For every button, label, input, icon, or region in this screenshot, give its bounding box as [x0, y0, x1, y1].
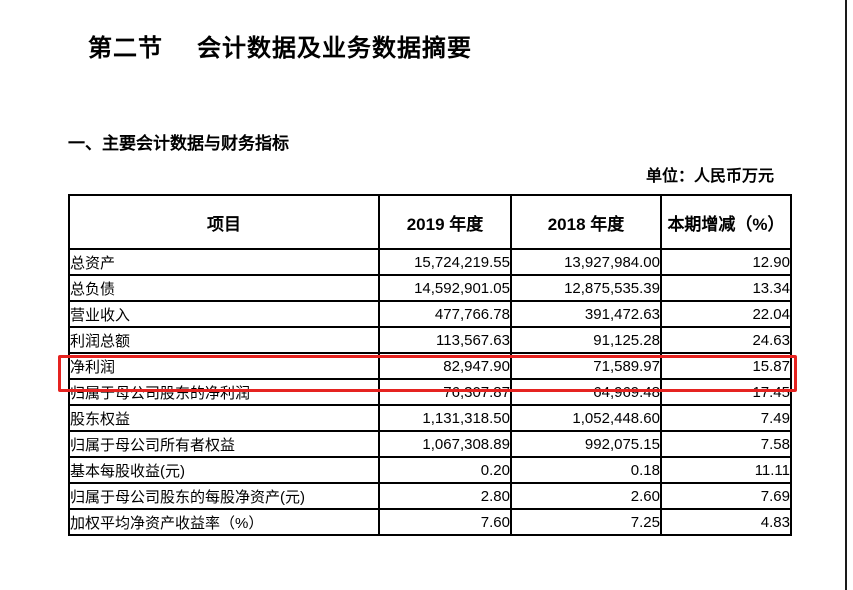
table-header-row: 项目 2019 年度 2018 年度 本期增减（%）	[68, 194, 792, 250]
row-item-label: 基本每股收益(元)	[68, 456, 380, 484]
row-item-label: 利润总额	[68, 326, 380, 354]
row-2018-value: 7.25	[510, 508, 662, 536]
header-2018: 2018 年度	[510, 194, 662, 250]
table-row: 股东权益 1,131,318.50 1,052,448.60 7.49	[68, 404, 792, 432]
row-change-value: 7.58	[660, 430, 792, 458]
row-change-value: 24.63	[660, 326, 792, 354]
row-2019-value: 7.60	[378, 508, 512, 536]
table-row-highlighted: 净利润 82,947.90 71,589.97 15.87	[68, 352, 792, 380]
row-2019-value: 0.20	[378, 456, 512, 484]
row-item-label: 总负债	[68, 274, 380, 302]
row-2019-value: 113,567.63	[378, 326, 512, 354]
row-item-label: 归属于母公司股东的净利润	[68, 378, 380, 406]
table-row: 归属于母公司所有者权益 1,067,308.89 992,075.15 7.58	[68, 430, 792, 458]
row-2019-value: 477,766.78	[378, 300, 512, 328]
page-title: 第二节 会计数据及业务数据摘要	[88, 28, 472, 63]
subsection-heading: 一、主要会计数据与财务指标	[68, 134, 289, 153]
row-item-label: 股东权益	[68, 404, 380, 432]
row-item-label: 总资产	[68, 248, 380, 276]
row-2019-value: 15,724,219.55	[378, 248, 512, 276]
row-2019-value: 82,947.90	[378, 352, 512, 380]
row-change-value: 11.11	[660, 456, 792, 484]
row-2018-value: 13,927,984.00	[510, 248, 662, 276]
table-row: 总负债 14,592,901.05 12,875,535.39 13.34	[68, 274, 792, 302]
financial-indicators-table: 项目 2019 年度 2018 年度 本期增减（%） 总资产 15,724,21…	[68, 194, 792, 536]
unit-note: 单位：人民币万元	[645, 168, 774, 185]
row-item-label: 营业收入	[68, 300, 380, 328]
row-item-label: 加权平均净资产收益率（%）	[68, 508, 380, 536]
table-row: 基本每股收益(元) 0.20 0.18 11.11	[68, 456, 792, 484]
row-2018-value: 391,472.63	[510, 300, 662, 328]
table-row: 利润总额 113,567.63 91,125.28 24.63	[68, 326, 792, 354]
row-change-value: 12.90	[660, 248, 792, 276]
row-item-label: 归属于母公司所有者权益	[68, 430, 380, 458]
table-row: 总资产 15,724,219.55 13,927,984.00 12.90	[68, 248, 792, 276]
row-2019-value: 76,307.87	[378, 378, 512, 406]
table-row: 归属于母公司股东的净利润 76,307.87 64,969.48 17.45	[68, 378, 792, 406]
row-2018-value: 91,125.28	[510, 326, 662, 354]
row-change-value: 7.69	[660, 482, 792, 510]
row-2018-value: 1,052,448.60	[510, 404, 662, 432]
table-row: 归属于母公司股东的每股净资产(元) 2.80 2.60 7.69	[68, 482, 792, 510]
page-edge-line	[845, 0, 847, 590]
header-change: 本期增减（%）	[660, 194, 792, 250]
row-2019-value: 2.80	[378, 482, 512, 510]
section-title-text: 会计数据及业务数据摘要	[197, 35, 472, 62]
section-number: 第二节	[88, 35, 163, 62]
header-2019: 2019 年度	[378, 194, 512, 250]
row-2018-value: 12,875,535.39	[510, 274, 662, 302]
row-item-label: 归属于母公司股东的每股净资产(元)	[68, 482, 380, 510]
row-2019-value: 1,067,308.89	[378, 430, 512, 458]
row-change-value: 17.45	[660, 378, 792, 406]
row-change-value: 13.34	[660, 274, 792, 302]
row-change-value: 22.04	[660, 300, 792, 328]
table-row: 加权平均净资产收益率（%） 7.60 7.25 4.83	[68, 508, 792, 536]
row-2019-value: 1,131,318.50	[378, 404, 512, 432]
row-change-value: 15.87	[660, 352, 792, 380]
row-item-label: 净利润	[68, 352, 380, 380]
row-2018-value: 0.18	[510, 456, 662, 484]
row-2018-value: 992,075.15	[510, 430, 662, 458]
row-change-value: 4.83	[660, 508, 792, 536]
row-2018-value: 64,969.48	[510, 378, 662, 406]
row-change-value: 7.49	[660, 404, 792, 432]
row-2018-value: 71,589.97	[510, 352, 662, 380]
header-item: 项目	[68, 194, 380, 250]
row-2018-value: 2.60	[510, 482, 662, 510]
table-row: 营业收入 477,766.78 391,472.63 22.04	[68, 300, 792, 328]
row-2019-value: 14,592,901.05	[378, 274, 512, 302]
